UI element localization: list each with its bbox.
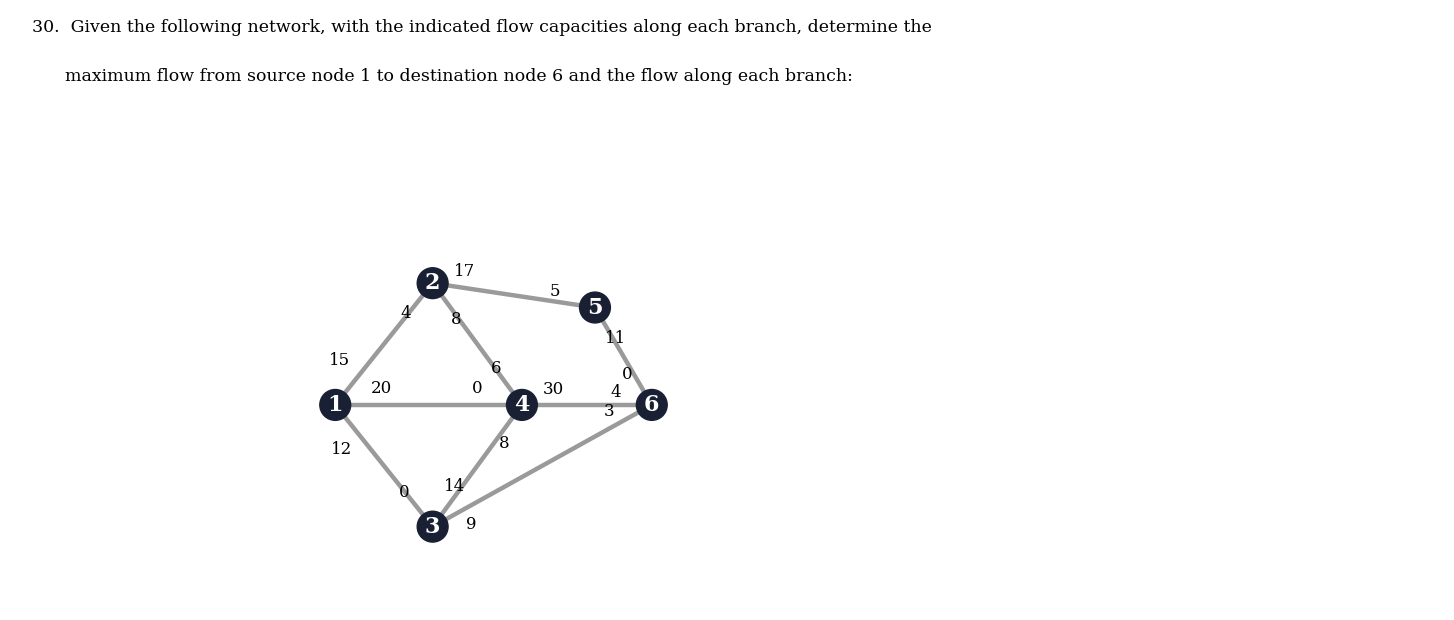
Text: 12: 12 [332,441,352,458]
Text: 5: 5 [587,296,603,319]
Circle shape [417,512,448,542]
Circle shape [320,389,350,420]
Text: 3: 3 [425,516,441,538]
Text: 0: 0 [473,380,483,397]
Text: 8: 8 [499,435,510,452]
Circle shape [580,292,611,323]
Circle shape [506,389,538,420]
Text: 2: 2 [425,272,441,294]
Circle shape [417,268,448,299]
Text: maximum flow from source node 1 to destination node 6 and the flow along each br: maximum flow from source node 1 to desti… [32,68,853,85]
Text: 14: 14 [443,477,465,495]
Text: 9: 9 [465,516,477,533]
Text: 30: 30 [542,381,564,398]
Text: 4: 4 [611,384,621,401]
Text: 5: 5 [550,283,560,300]
Text: 6: 6 [644,394,660,416]
Text: 8: 8 [451,311,461,328]
Circle shape [637,389,667,420]
Text: 6: 6 [491,360,502,377]
Text: 11: 11 [605,330,627,347]
Text: 30.  Given the following network, with the indicated flow capacities along each : 30. Given the following network, with th… [32,19,932,35]
Text: 4: 4 [515,394,529,416]
Text: 17: 17 [454,264,475,280]
Text: 15: 15 [329,352,350,369]
Text: 4: 4 [400,305,411,322]
Text: 0: 0 [398,484,409,501]
Text: 1: 1 [327,394,343,416]
Text: 0: 0 [622,366,632,383]
Text: 3: 3 [603,403,615,420]
Text: 20: 20 [371,380,393,397]
